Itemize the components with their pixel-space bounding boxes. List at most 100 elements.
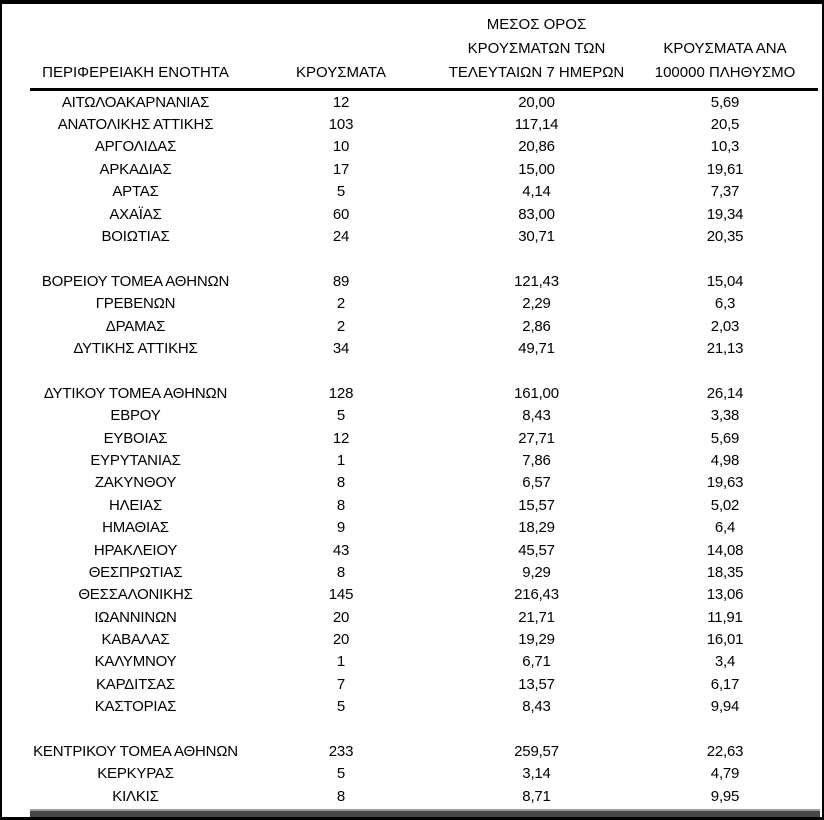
cell-per-100k: 10,3 [710, 138, 740, 156]
cell-avg-7day: 19,29 [518, 631, 555, 649]
cell-avg-7day: 45,57 [518, 541, 555, 559]
cell-per-100k: 4,79 [710, 765, 740, 783]
cell-cases: 1 [336, 451, 346, 469]
cell-cases: 2 [336, 317, 346, 335]
spacer-row [30, 360, 818, 382]
table-row: ΘΕΣΠΡΩΤΙΑΣ 8 9,29 18,35 [30, 561, 818, 583]
table-row: ΚΑΒΑΛΑΣ 20 19,29 16,01 [30, 628, 818, 650]
cell-region: ΚΑΣΤΟΡΙΑΣ [94, 698, 177, 716]
cell-per-100k: 9,94 [710, 698, 740, 716]
table-bottom-rule [30, 809, 820, 817]
cell-region: ΔΥΤΙΚΟΥ ΤΟΜΕΑ ΑΘΗΝΩΝ [43, 384, 228, 402]
cell-avg-7day: 21,71 [518, 608, 555, 626]
cell-avg-7day: 49,71 [518, 339, 555, 357]
table-row: ΑΙΤΩΛΟΑΚΑΡΝΑΝΙΑΣ 12 20,00 5,69 [30, 90, 818, 114]
cell-avg-7day: 3,14 [522, 765, 551, 783]
cell-region: ΗΜΑΘΙΑΣ [102, 519, 169, 537]
cell-avg-7day: 161,00 [514, 384, 559, 402]
cell-cases: 8 [336, 563, 346, 581]
table-row: ΘΕΣΣΑΛΟΝΙΚΗΣ 145 216,43 13,06 [30, 584, 818, 606]
cell-per-100k: 4,98 [710, 451, 740, 469]
cell-region: ΚΙΛΚΙΣ [112, 787, 159, 805]
spacer-cell [30, 248, 818, 270]
cell-region: ΙΩΑΝΝΙΝΩΝ [94, 608, 177, 626]
header-region: ΠΕΡΙΦΕΡΕΙΑΚΗ ΕΝΟΤΗΤΑ [30, 4, 241, 90]
table-row: ΗΜΑΘΙΑΣ 9 18,29 6,4 [30, 516, 818, 538]
cell-cases: 12 [332, 93, 350, 111]
cell-cases: 43 [332, 541, 350, 559]
cell-cases: 8 [336, 787, 346, 805]
cell-cases: 145 [328, 586, 354, 604]
cell-avg-7day: 6,57 [522, 474, 551, 492]
cell-region: ΖΑΚΥΝΘΟΥ [94, 474, 177, 492]
cell-avg-7day: 13,57 [518, 675, 555, 693]
spacer-row [30, 248, 818, 270]
header-row: ΠΕΡΙΦΕΡΕΙΑΚΗ ΕΝΟΤΗΤΑ ΚΡΟΥΣΜΑΤΑ ΜΕΣΟΣ ΟΡΟ… [30, 4, 818, 90]
table-row: ΚΕΝΤΡΙΚΟΥ ΤΟΜΕΑ ΑΘΗΝΩΝ 233 259,57 22,63 [30, 740, 818, 762]
cell-region: ΚΑΡΔΙΤΣΑΣ [95, 675, 175, 693]
cell-per-100k: 7,37 [710, 183, 740, 201]
cell-cases: 2 [336, 295, 346, 313]
table-row: ΔΡΑΜΑΣ 2 2,86 2,03 [30, 315, 818, 337]
cell-per-100k: 18,35 [706, 563, 744, 581]
table-container: ΠΕΡΙΦΕΡΕΙΑΚΗ ΕΝΟΤΗΤΑ ΚΡΟΥΣΜΑΤΑ ΜΕΣΟΣ ΟΡΟ… [30, 4, 818, 808]
cell-avg-7day: 20,00 [518, 93, 555, 111]
cell-per-100k: 22,63 [706, 743, 744, 761]
cell-per-100k: 20,35 [706, 228, 744, 246]
cell-cases: 7 [336, 675, 346, 693]
cell-per-100k: 19,63 [706, 474, 744, 492]
cell-per-100k: 2,03 [710, 317, 740, 335]
cell-region: ΒΟΙΩΤΙΑΣ [101, 228, 170, 246]
cell-cases: 89 [332, 272, 350, 290]
cell-avg-7day: 6,71 [522, 653, 551, 671]
cell-avg-7day: 4,14 [522, 183, 551, 201]
cell-avg-7day: 83,00 [518, 205, 555, 223]
table-row: ΕΥΡΥΤΑΝΙΑΣ 1 7,86 4,98 [30, 449, 818, 471]
spacer-cell [30, 360, 818, 382]
table-row: ΒΟΡΕΙΟΥ ΤΟΜΕΑ ΑΘΗΝΩΝ 89 121,43 15,04 [30, 270, 818, 292]
cell-region: ΔΥΤΙΚΗΣ ΑΤΤΙΚΗΣ [73, 339, 198, 357]
table-row: ΕΥΒΟΙΑΣ 12 27,71 5,69 [30, 427, 818, 449]
cell-avg-7day: 2,29 [522, 295, 551, 313]
header-per-100k-line1: ΚΡΟΥΣΜΑΤΑ ΑΝΑ [663, 40, 787, 57]
cell-cases: 9 [336, 519, 346, 537]
cell-per-100k: 6,3 [714, 295, 736, 313]
spacer-row [30, 718, 818, 740]
cell-per-100k: 19,34 [706, 205, 744, 223]
cell-per-100k: 14,08 [706, 541, 744, 559]
cell-region: ΓΡΕΒΕΝΩΝ [95, 295, 176, 313]
header-per-100k: ΚΡΟΥΣΜΑΤΑ ΑΝΑ 100000 ΠΛΗΘΥΣΜΟ [632, 4, 818, 90]
cell-avg-7day: 30,71 [518, 228, 555, 246]
cell-cases: 34 [332, 339, 350, 357]
table-row: ΚΑΡΔΙΤΣΑΣ 7 13,57 6,17 [30, 673, 818, 695]
header-cases: ΚΡΟΥΣΜΑΤΑ [241, 4, 441, 90]
cell-avg-7day: 15,57 [518, 496, 555, 514]
cell-cases: 20 [332, 631, 350, 649]
header-per-100k-line2: 100000 ΠΛΗΘΥΣΜΟ [654, 64, 796, 81]
cell-avg-7day: 7,86 [522, 451, 551, 469]
cell-region: ΚΕΝΤΡΙΚΟΥ ΤΟΜΕΑ ΑΘΗΝΩΝ [33, 743, 238, 761]
header-cases-label: ΚΡΟΥΣΜΑΤΑ [296, 64, 386, 81]
cell-region: ΑΡΤΑΣ [112, 183, 159, 201]
table-row: ΚΙΛΚΙΣ 8 8,71 9,95 [30, 785, 818, 807]
header-avg-7day-line3: ΤΕΛΕΥΤΑΙΩΝ 7 ΗΜΕΡΩΝ [448, 64, 625, 81]
cell-cases: 5 [336, 698, 346, 716]
table-row: ΑΝΑΤΟΛΙΚΗΣ ΑΤΤΙΚΗΣ 103 117,14 20,5 [30, 113, 818, 135]
table-row: ΚΑΛΥΜΝΟΥ 1 6,71 3,4 [30, 651, 818, 673]
table-row: ΔΥΤΙΚΟΥ ΤΟΜΕΑ ΑΘΗΝΩΝ 128 161,00 26,14 [30, 382, 818, 404]
cell-region: ΕΒΡΟΥ [110, 407, 161, 425]
table-row: ΑΡΓΟΛΙΔΑΣ 10 20,86 10,3 [30, 136, 818, 158]
cell-region: ΘΕΣΣΑΛΟΝΙΚΗΣ [78, 586, 193, 604]
table-row: ΑΧΑΪΑΣ 60 83,00 19,34 [30, 203, 818, 225]
cell-region: ΚΑΒΑΛΑΣ [101, 631, 170, 649]
table-row: ΙΩΑΝΝΙΝΩΝ 20 21,71 11,91 [30, 606, 818, 628]
header-avg-7day: ΜΕΣΟΣ ΟΡΟΣ ΚΡΟΥΣΜΑΤΩΝ ΤΩΝ ΤΕΛΕΥΤΑΙΩΝ 7 Η… [441, 4, 632, 90]
cell-avg-7day: 18,29 [518, 519, 555, 537]
cell-per-100k: 13,06 [706, 586, 744, 604]
cell-per-100k: 15,04 [706, 272, 744, 290]
cell-cases: 20 [332, 608, 350, 626]
cell-avg-7day: 15,00 [518, 160, 555, 178]
cell-avg-7day: 20,86 [518, 138, 555, 156]
cell-region: ΔΡΑΜΑΣ [105, 317, 166, 335]
cell-region: ΕΥΒΟΙΑΣ [103, 429, 168, 447]
